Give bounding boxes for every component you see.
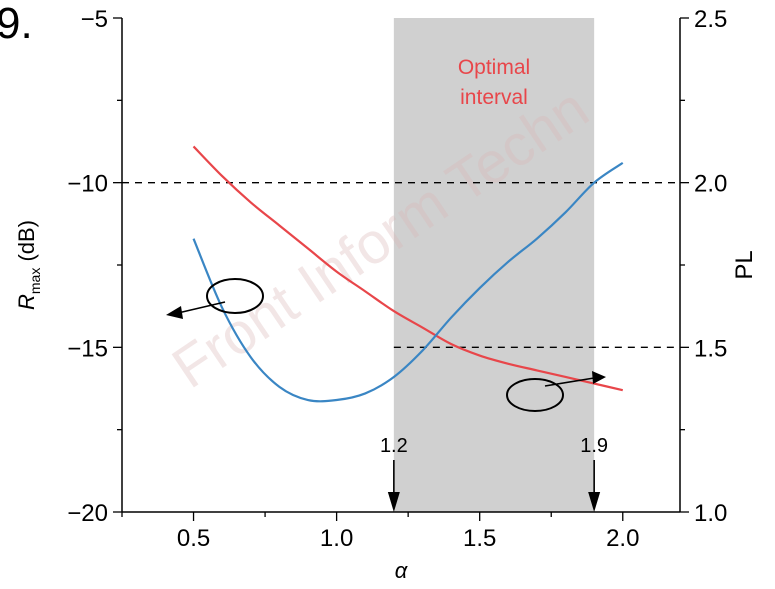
series-line-left-axis xyxy=(192,161,624,403)
x-tick-label: 0.5 xyxy=(177,525,210,552)
y-axis-right-label: PL xyxy=(731,250,758,279)
interval-marker-arrow-head xyxy=(588,492,601,512)
series-layer xyxy=(192,145,624,403)
reference-lines xyxy=(122,181,680,349)
y-right-tick-label: 2.5 xyxy=(694,6,727,33)
x-tick-label: 1.0 xyxy=(320,525,353,552)
x-tick-label: 2.0 xyxy=(606,525,639,552)
axes-layer: 0.5 1.0 1.5 2.0 −20 −15 −10 −5 1.0 1.5 2.0 2.5 xyxy=(67,6,727,552)
y-axis-left-subscript: max xyxy=(27,268,43,294)
y-axis-left-symbol: R xyxy=(14,294,39,310)
left-axis-indicator-ellipse xyxy=(206,278,264,314)
left-axis-indicator-arrow-shaft xyxy=(177,301,226,314)
right-axis-indicator-ellipse xyxy=(506,378,564,412)
optimal-interval-label-line2: interval xyxy=(460,86,528,109)
x-axis-label: α xyxy=(395,558,409,583)
x-tick-label: 1.5 xyxy=(463,525,496,552)
interval-marker-label: 1.9 xyxy=(580,435,608,457)
y-left-tick-label: −20 xyxy=(67,500,108,527)
y-left-tick-label: −10 xyxy=(67,171,108,198)
optimal-interval-band xyxy=(393,18,595,512)
y-axis-left-label: Rmax (dB) xyxy=(14,220,43,310)
interval-marker-label: 1.2 xyxy=(380,435,408,457)
interval-marker-arrow-head xyxy=(387,492,400,512)
right-axis-indicator-arrow-head xyxy=(592,371,606,384)
y-right-tick-label: 1.0 xyxy=(694,500,727,527)
y-axis-left-unit: (dB) xyxy=(14,220,39,268)
optimal-interval-label-line1: Optimal xyxy=(458,56,530,79)
series-line-right-axis xyxy=(192,145,624,392)
left-axis-indicator-arrow-head xyxy=(166,306,183,319)
annotation-layer: 1.2 1.9 xyxy=(166,278,608,512)
y-right-tick-label: 2.0 xyxy=(694,171,727,198)
shade-layer xyxy=(393,18,595,512)
y-right-tick-label: 1.5 xyxy=(694,335,727,362)
svg-text:Rmax (dB): Rmax (dB) xyxy=(14,220,43,310)
right-axis-indicator-arrow-shaft xyxy=(544,377,595,387)
panel-label: 9. xyxy=(0,0,33,48)
y-left-tick-label: −5 xyxy=(81,6,108,33)
y-left-tick-label: −15 xyxy=(67,335,108,362)
